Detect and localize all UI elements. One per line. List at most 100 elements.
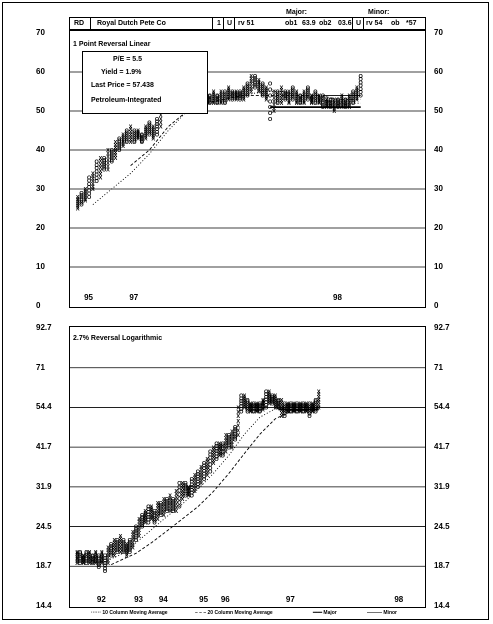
major-trend-direction: U — [227, 20, 233, 27]
pnf-column: OOOOOOO — [159, 501, 164, 519]
pnf-column: XXXXXXX — [257, 78, 261, 96]
pnf-column: OOOOOOO — [227, 433, 232, 451]
pnf-column: XXXXXXX — [129, 125, 133, 147]
y-tick-label-right: 54.4 — [434, 402, 450, 412]
pnf-column: OOOOOOO — [134, 525, 139, 544]
legend-major: ━━━ Major — [313, 610, 337, 616]
pnf-column: OOOOOOO — [264, 390, 269, 412]
pnf-column: OOOOOOO — [102, 156, 107, 174]
upper-chart-subtitle: 1 Point Reversal Linear — [73, 41, 151, 48]
year-label: 92 — [96, 595, 106, 604]
pnf-column: OOOOOOO — [125, 129, 130, 147]
header-divider — [363, 18, 364, 29]
pnf-column: OOOOOOO — [78, 550, 83, 567]
y-tick-label-right: 40 — [434, 145, 443, 154]
y-tick-label-left: 50 — [36, 106, 45, 115]
y-tick-label-left: 0 — [36, 301, 41, 310]
pnf-column: OOOOOOO — [238, 90, 243, 104]
pnf-column: OOOOOOO — [171, 497, 176, 515]
pnf-column: OOOOOOO — [117, 136, 122, 154]
legend-minor-label: Minor — [383, 610, 397, 616]
chart-frame — [2, 2, 489, 620]
pnf-column: XXXXXXX — [310, 93, 314, 107]
pnf-column: XXXXXXX — [143, 509, 147, 526]
pnf-column: OOOOOOO — [245, 398, 250, 416]
pnf-column: XXXXXXX — [156, 501, 160, 523]
pnf-column: XXXXXXX — [75, 550, 79, 567]
pnf-column: OOOOOOO — [253, 74, 258, 92]
pnf-column: OOOOOOO — [313, 90, 318, 108]
ma10-line — [92, 91, 361, 205]
pnf-column: XXXXXXX — [136, 129, 140, 143]
company-name: Royal Dutch Pete Co — [97, 20, 166, 27]
pnf-column: OOOOOOO — [146, 505, 151, 527]
pnf-column: OOOOOOO — [307, 402, 312, 420]
pnf-column: OOOOOOO — [84, 550, 89, 567]
pnf-column: OOOOOOO — [214, 441, 219, 463]
year-label: 94 — [158, 595, 168, 604]
pnf-column: XXXXXXX — [242, 86, 246, 104]
year-label: 95 — [84, 293, 93, 302]
pnf-column: OOOOOOO — [110, 148, 115, 166]
pnf-column: XXXXXXX — [168, 493, 172, 515]
pnf-column: OOOOOOO — [268, 82, 273, 123]
pnf-column: XXXXXXX — [125, 542, 129, 559]
pnf-column: XXXXXXX — [218, 441, 222, 459]
pnf-column: XXXXXXX — [119, 534, 123, 556]
pnf-column: OOOOOOO — [260, 82, 265, 100]
pnf-column: OOOOOOO — [196, 469, 201, 490]
sector-name: Petroleum-Integrated — [91, 97, 162, 104]
header-divider — [352, 18, 353, 29]
header-divider — [90, 18, 91, 29]
y-tick-label-left: 30 — [36, 184, 45, 193]
ob-minor-value: *57 — [406, 20, 417, 27]
chart-legend: ······ 10 Column Moving Average – – – 20… — [69, 610, 426, 620]
minor-label: Minor: — [368, 9, 390, 16]
pnf-column: XXXXXXX — [91, 171, 95, 193]
upper-chart-panel — [69, 30, 426, 308]
y-tick-label-left: 70 — [36, 28, 45, 37]
pnf-column: XXXXXXX — [106, 148, 110, 174]
pnf-column: XXXXXXX — [112, 538, 116, 559]
y-tick-label-left: 92.7 — [36, 323, 52, 332]
pnf-column: XXXXXXX — [106, 546, 110, 567]
pnf-column: OOOOOOO — [183, 481, 188, 499]
minor-trend-direction: U — [356, 20, 362, 27]
pnf-column: XXXXXXX — [295, 90, 299, 108]
pnf-column: XXXXXXX — [265, 86, 269, 104]
y-tick-label-left: 71 — [36, 362, 45, 372]
legend-ma20-label: 20 Column Moving Average — [207, 610, 273, 616]
stock-info-box: P/E = 5.5 Yield = 1.9% Last Price = 57.4… — [82, 51, 208, 114]
pnf-column: OOOOOOO — [276, 398, 281, 412]
pnf-column: OOOOOOO — [258, 402, 263, 416]
pnf-column: XXXXXXX — [280, 398, 284, 420]
pnf-column: OOOOOOO — [140, 132, 145, 146]
ob2-value: 03.6 — [338, 20, 352, 27]
pnf-column: OOOOOOO — [306, 86, 311, 104]
pnf-column: OOOOOOO — [283, 90, 288, 104]
header-divider — [212, 18, 213, 29]
y-tick-label-left: 24.5 — [36, 521, 52, 531]
pnf-column: XXXXXXX — [181, 481, 185, 503]
y-tick-label-right: 18.7 — [434, 561, 450, 571]
pnf-column: XXXXXXX — [267, 390, 271, 408]
pnf-column: OOOOOOO — [94, 160, 99, 186]
pnf-column: OOOOOOO — [128, 538, 133, 556]
pnf-column: XXXXXXX — [199, 465, 203, 487]
year-label: 97 — [129, 293, 139, 302]
pnf-column: OOOOOOO — [208, 449, 213, 475]
y-tick-label-right: 24.5 — [434, 521, 450, 531]
y-tick-label-right: 0 — [434, 301, 439, 310]
pnf-column: XXXXXXX — [348, 93, 352, 111]
pnf-column: OOOOOOO — [132, 129, 137, 147]
y-tick-label-right: 50 — [434, 106, 443, 115]
pnf-column: OOOOOOO — [208, 93, 213, 107]
pnf-column: XXXXXXX — [131, 530, 135, 551]
pnf-column: XXXXXXX — [121, 132, 125, 150]
pnf-column: OOOOOOO — [152, 509, 157, 526]
legend-ma10-label: 10 Column Moving Average — [102, 610, 168, 616]
y-tick-label-left: 40 — [36, 145, 45, 154]
pnf-column: XXXXXXX — [81, 553, 85, 567]
year-label: 95 — [199, 595, 209, 604]
pnf-column: OOOOOOO — [276, 90, 281, 108]
